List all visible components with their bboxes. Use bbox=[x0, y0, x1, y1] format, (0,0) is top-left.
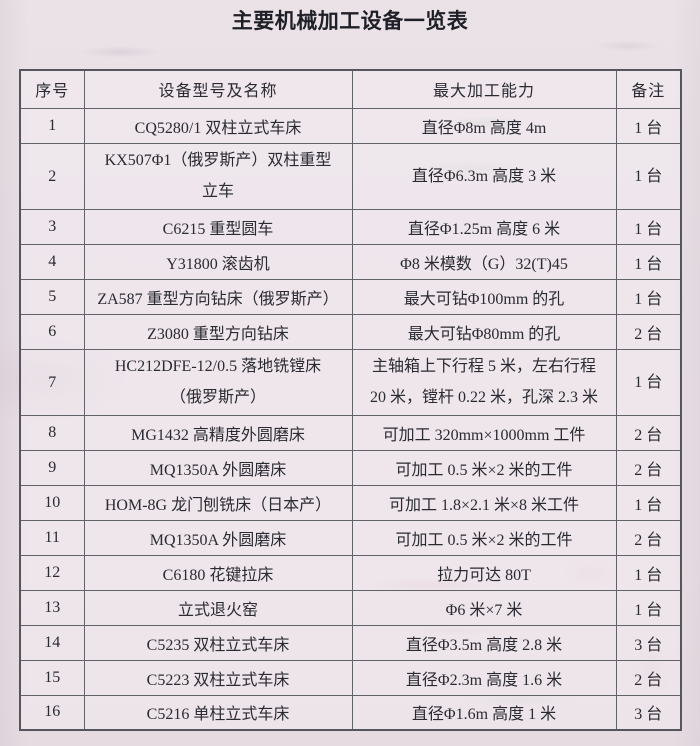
cell-name: 立式退火窑 bbox=[83, 589, 353, 626]
page-title: 主要机械加工设备一览表 bbox=[231, 9, 469, 33]
cell-serial: 12 bbox=[19, 554, 85, 591]
cell-serial: 14 bbox=[19, 624, 85, 661]
header-serial: 序号 bbox=[19, 69, 85, 109]
cell-name: HOM-8G 龙门刨铣床（日本产） bbox=[83, 484, 353, 521]
cell-serial: 13 bbox=[19, 589, 85, 626]
table-row: 14 C5235 双柱立式车床 直径Φ3.5m 高度 2.8 米 3 台 bbox=[19, 624, 682, 661]
cell-capacity: 可加工 320mm×1000mm 工件 bbox=[351, 414, 617, 451]
cell-name: HC212DFE-12/0.5 落地铣镗床 （俄罗斯产） bbox=[83, 348, 353, 416]
cell-remark: 1 台 bbox=[615, 278, 682, 315]
table-row: 3 C6215 重型圆车 直径Φ1.25m 高度 6 米 1 台 bbox=[19, 208, 682, 245]
header-capacity: 最大加工能力 bbox=[351, 69, 617, 109]
cell-serial: 3 bbox=[19, 208, 85, 245]
cell-name: C5235 双柱立式车床 bbox=[83, 624, 353, 661]
cell-name: Z3080 重型方向钻床 bbox=[83, 313, 353, 350]
cell-capacity: 直径Φ3.5m 高度 2.8 米 bbox=[351, 624, 617, 661]
cell-serial: 7 bbox=[19, 348, 85, 416]
cell-remark: 2 台 bbox=[615, 449, 682, 486]
cell-name: MG1432 高精度外圆磨床 bbox=[83, 414, 353, 451]
equipment-table: 序号 设备型号及名称 最大加工能力 备注 1 CQ5280/1 双柱立式车床 直… bbox=[19, 69, 682, 731]
cell-remark: 2 台 bbox=[615, 659, 682, 696]
cell-name: KX507Φ1（俄罗斯产）双柱重型 立车 bbox=[83, 142, 353, 210]
cell-capacity: 可加工 0.5 米×2 米的工件 bbox=[351, 449, 617, 486]
table-row: 11 MQ1350A 外圆磨床 可加工 0.5 米×2 米的工件 2 台 bbox=[19, 519, 682, 556]
cell-remark: 2 台 bbox=[615, 313, 682, 350]
cell-name: C6215 重型圆车 bbox=[83, 208, 353, 245]
table-row: 15 C5223 双柱立式车床 直径Φ2.3m 高度 1.6 米 2 台 bbox=[19, 659, 682, 696]
cell-name: ZA587 重型方向钻床（俄罗斯产） bbox=[83, 278, 353, 315]
cell-serial: 11 bbox=[19, 519, 85, 556]
cell-remark: 1 台 bbox=[615, 142, 682, 210]
cell-capacity: 直径Φ6.3m 高度 3 米 bbox=[351, 142, 617, 210]
cell-remark: 3 台 bbox=[615, 694, 682, 731]
cell-serial: 15 bbox=[19, 659, 85, 696]
cell-remark: 1 台 bbox=[615, 243, 682, 280]
cell-serial: 4 bbox=[19, 243, 85, 280]
table-row: 10 HOM-8G 龙门刨铣床（日本产） 可加工 1.8×2.1 米×8 米工件… bbox=[19, 484, 682, 521]
cell-name: MQ1350A 外圆磨床 bbox=[83, 519, 353, 556]
cell-remark: 1 台 bbox=[615, 107, 682, 144]
cell-capacity: 最大可钻Φ80mm 的孔 bbox=[351, 313, 617, 350]
cell-serial: 6 bbox=[19, 313, 85, 350]
table-row: 8 MG1432 高精度外圆磨床 可加工 320mm×1000mm 工件 2 台 bbox=[19, 414, 682, 451]
cell-capacity: 主轴箱上下行程 5 米，左右行程 20 米，镗杆 0.22 米，孔深 2.3 米 bbox=[351, 348, 617, 416]
cell-remark: 1 台 bbox=[615, 554, 682, 591]
cell-remark: 1 台 bbox=[615, 484, 682, 521]
cell-capacity: 直径Φ1.6m 高度 1 米 bbox=[351, 694, 617, 731]
cell-remark: 2 台 bbox=[615, 519, 682, 556]
header-remark: 备注 bbox=[615, 69, 682, 109]
table-row: 7 HC212DFE-12/0.5 落地铣镗床 （俄罗斯产） 主轴箱上下行程 5… bbox=[19, 348, 682, 416]
table-row: 6 Z3080 重型方向钻床 最大可钻Φ80mm 的孔 2 台 bbox=[19, 313, 682, 350]
cell-remark: 1 台 bbox=[615, 348, 682, 416]
table-row: 12 C6180 花键拉床 拉力可达 80T 1 台 bbox=[19, 554, 682, 591]
cell-remark: 1 台 bbox=[615, 208, 682, 245]
cell-capacity: Φ6 米×7 米 bbox=[351, 589, 617, 626]
cell-serial: 16 bbox=[19, 694, 85, 731]
table-row: 2 KX507Φ1（俄罗斯产）双柱重型 立车 直径Φ6.3m 高度 3 米 1 … bbox=[19, 142, 682, 210]
table-row: 5 ZA587 重型方向钻床（俄罗斯产） 最大可钻Φ100mm 的孔 1 台 bbox=[19, 278, 682, 315]
cell-capacity: 可加工 0.5 米×2 米的工件 bbox=[351, 519, 617, 556]
cell-capacity: 直径Φ1.25m 高度 6 米 bbox=[351, 208, 617, 245]
cell-serial: 10 bbox=[19, 484, 85, 521]
table-row: 1 CQ5280/1 双柱立式车床 直径Φ8m 高度 4m 1 台 bbox=[19, 107, 682, 144]
cell-name: C5216 单柱立式车床 bbox=[83, 694, 353, 731]
cell-serial: 2 bbox=[19, 142, 85, 210]
table-header-row: 序号 设备型号及名称 最大加工能力 备注 bbox=[19, 69, 682, 109]
cell-serial: 9 bbox=[19, 449, 85, 486]
cell-capacity: 拉力可达 80T bbox=[351, 554, 617, 591]
cell-capacity: 可加工 1.8×2.1 米×8 米工件 bbox=[351, 484, 617, 521]
cell-serial: 1 bbox=[19, 107, 85, 144]
cell-remark: 1 台 bbox=[615, 589, 682, 626]
table-row: 9 MQ1350A 外圆磨床 可加工 0.5 米×2 米的工件 2 台 bbox=[19, 449, 682, 486]
cell-name: CQ5280/1 双柱立式车床 bbox=[83, 107, 353, 144]
cell-remark: 2 台 bbox=[615, 414, 682, 451]
table-row: 4 Y31800 滚齿机 Φ8 米模数（G）32(T)45 1 台 bbox=[19, 243, 682, 280]
cell-serial: 8 bbox=[19, 414, 85, 451]
cell-capacity: 直径Φ8m 高度 4m bbox=[351, 107, 617, 144]
cell-name: MQ1350A 外圆磨床 bbox=[83, 449, 353, 486]
table-row: 16 C5216 单柱立式车床 直径Φ1.6m 高度 1 米 3 台 bbox=[19, 694, 682, 731]
cell-name: C6180 花键拉床 bbox=[83, 554, 353, 591]
cell-remark: 3 台 bbox=[615, 624, 682, 661]
header-name: 设备型号及名称 bbox=[83, 69, 353, 109]
cell-capacity: 直径Φ2.3m 高度 1.6 米 bbox=[351, 659, 617, 696]
cell-name: C5223 双柱立式车床 bbox=[83, 659, 353, 696]
table-row: 13 立式退火窑 Φ6 米×7 米 1 台 bbox=[19, 589, 682, 626]
cell-serial: 5 bbox=[19, 278, 85, 315]
cell-capacity: 最大可钻Φ100mm 的孔 bbox=[351, 278, 617, 315]
cell-capacity: Φ8 米模数（G）32(T)45 bbox=[351, 243, 617, 280]
cell-name: Y31800 滚齿机 bbox=[83, 243, 353, 280]
